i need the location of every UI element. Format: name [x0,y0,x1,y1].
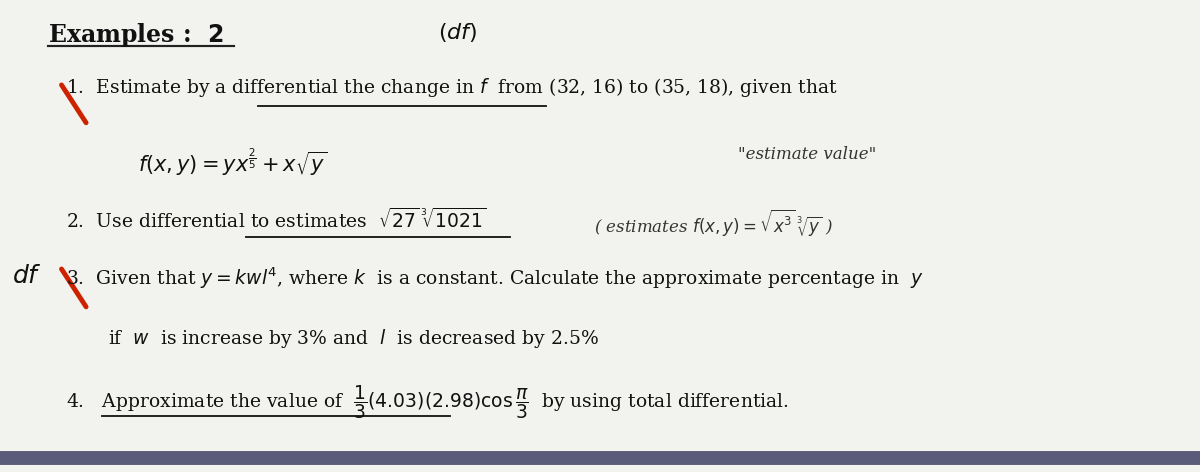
Text: $f(x, y) = yx^{\frac{2}{5}} + x\sqrt{y}$: $f(x, y) = yx^{\frac{2}{5}} + x\sqrt{y}$ [138,146,328,177]
Text: 2.  Use differential to estimates  $\sqrt{27}\,\sqrt[3]{1021}$: 2. Use differential to estimates $\sqrt{… [66,208,486,232]
Text: "estimate value": "estimate value" [738,146,876,163]
Text: if  $w$  is increase by 3% and  $l$  is decreased by 2.5%: if $w$ is increase by 3% and $l$ is decr… [108,327,599,350]
Text: $(df)$: $(df)$ [438,21,478,44]
Text: 4.   Approximate the value of  $\dfrac{1}{3}(4.03)(2.98)\cos\dfrac{\pi}{3}$  by : 4. Approximate the value of $\dfrac{1}{3… [66,383,788,421]
Text: 1.  Estimate by a differential the change in $f$  from (32, 16) to (35, 18), giv: 1. Estimate by a differential the change… [66,76,838,100]
Text: ( estimates $f(x,y) = \sqrt{x^3}\,\sqrt[3]{y}$ ): ( estimates $f(x,y) = \sqrt{x^3}\,\sqrt[… [594,208,834,239]
Text: Examples :  $\mathbf{2}$: Examples : $\mathbf{2}$ [48,21,224,49]
Text: 3.  Given that $y = kwl^4$, where $k$  is a constant. Calculate the approximate : 3. Given that $y = kwl^4$, where $k$ is … [66,265,924,291]
Text: $df$: $df$ [12,265,42,288]
